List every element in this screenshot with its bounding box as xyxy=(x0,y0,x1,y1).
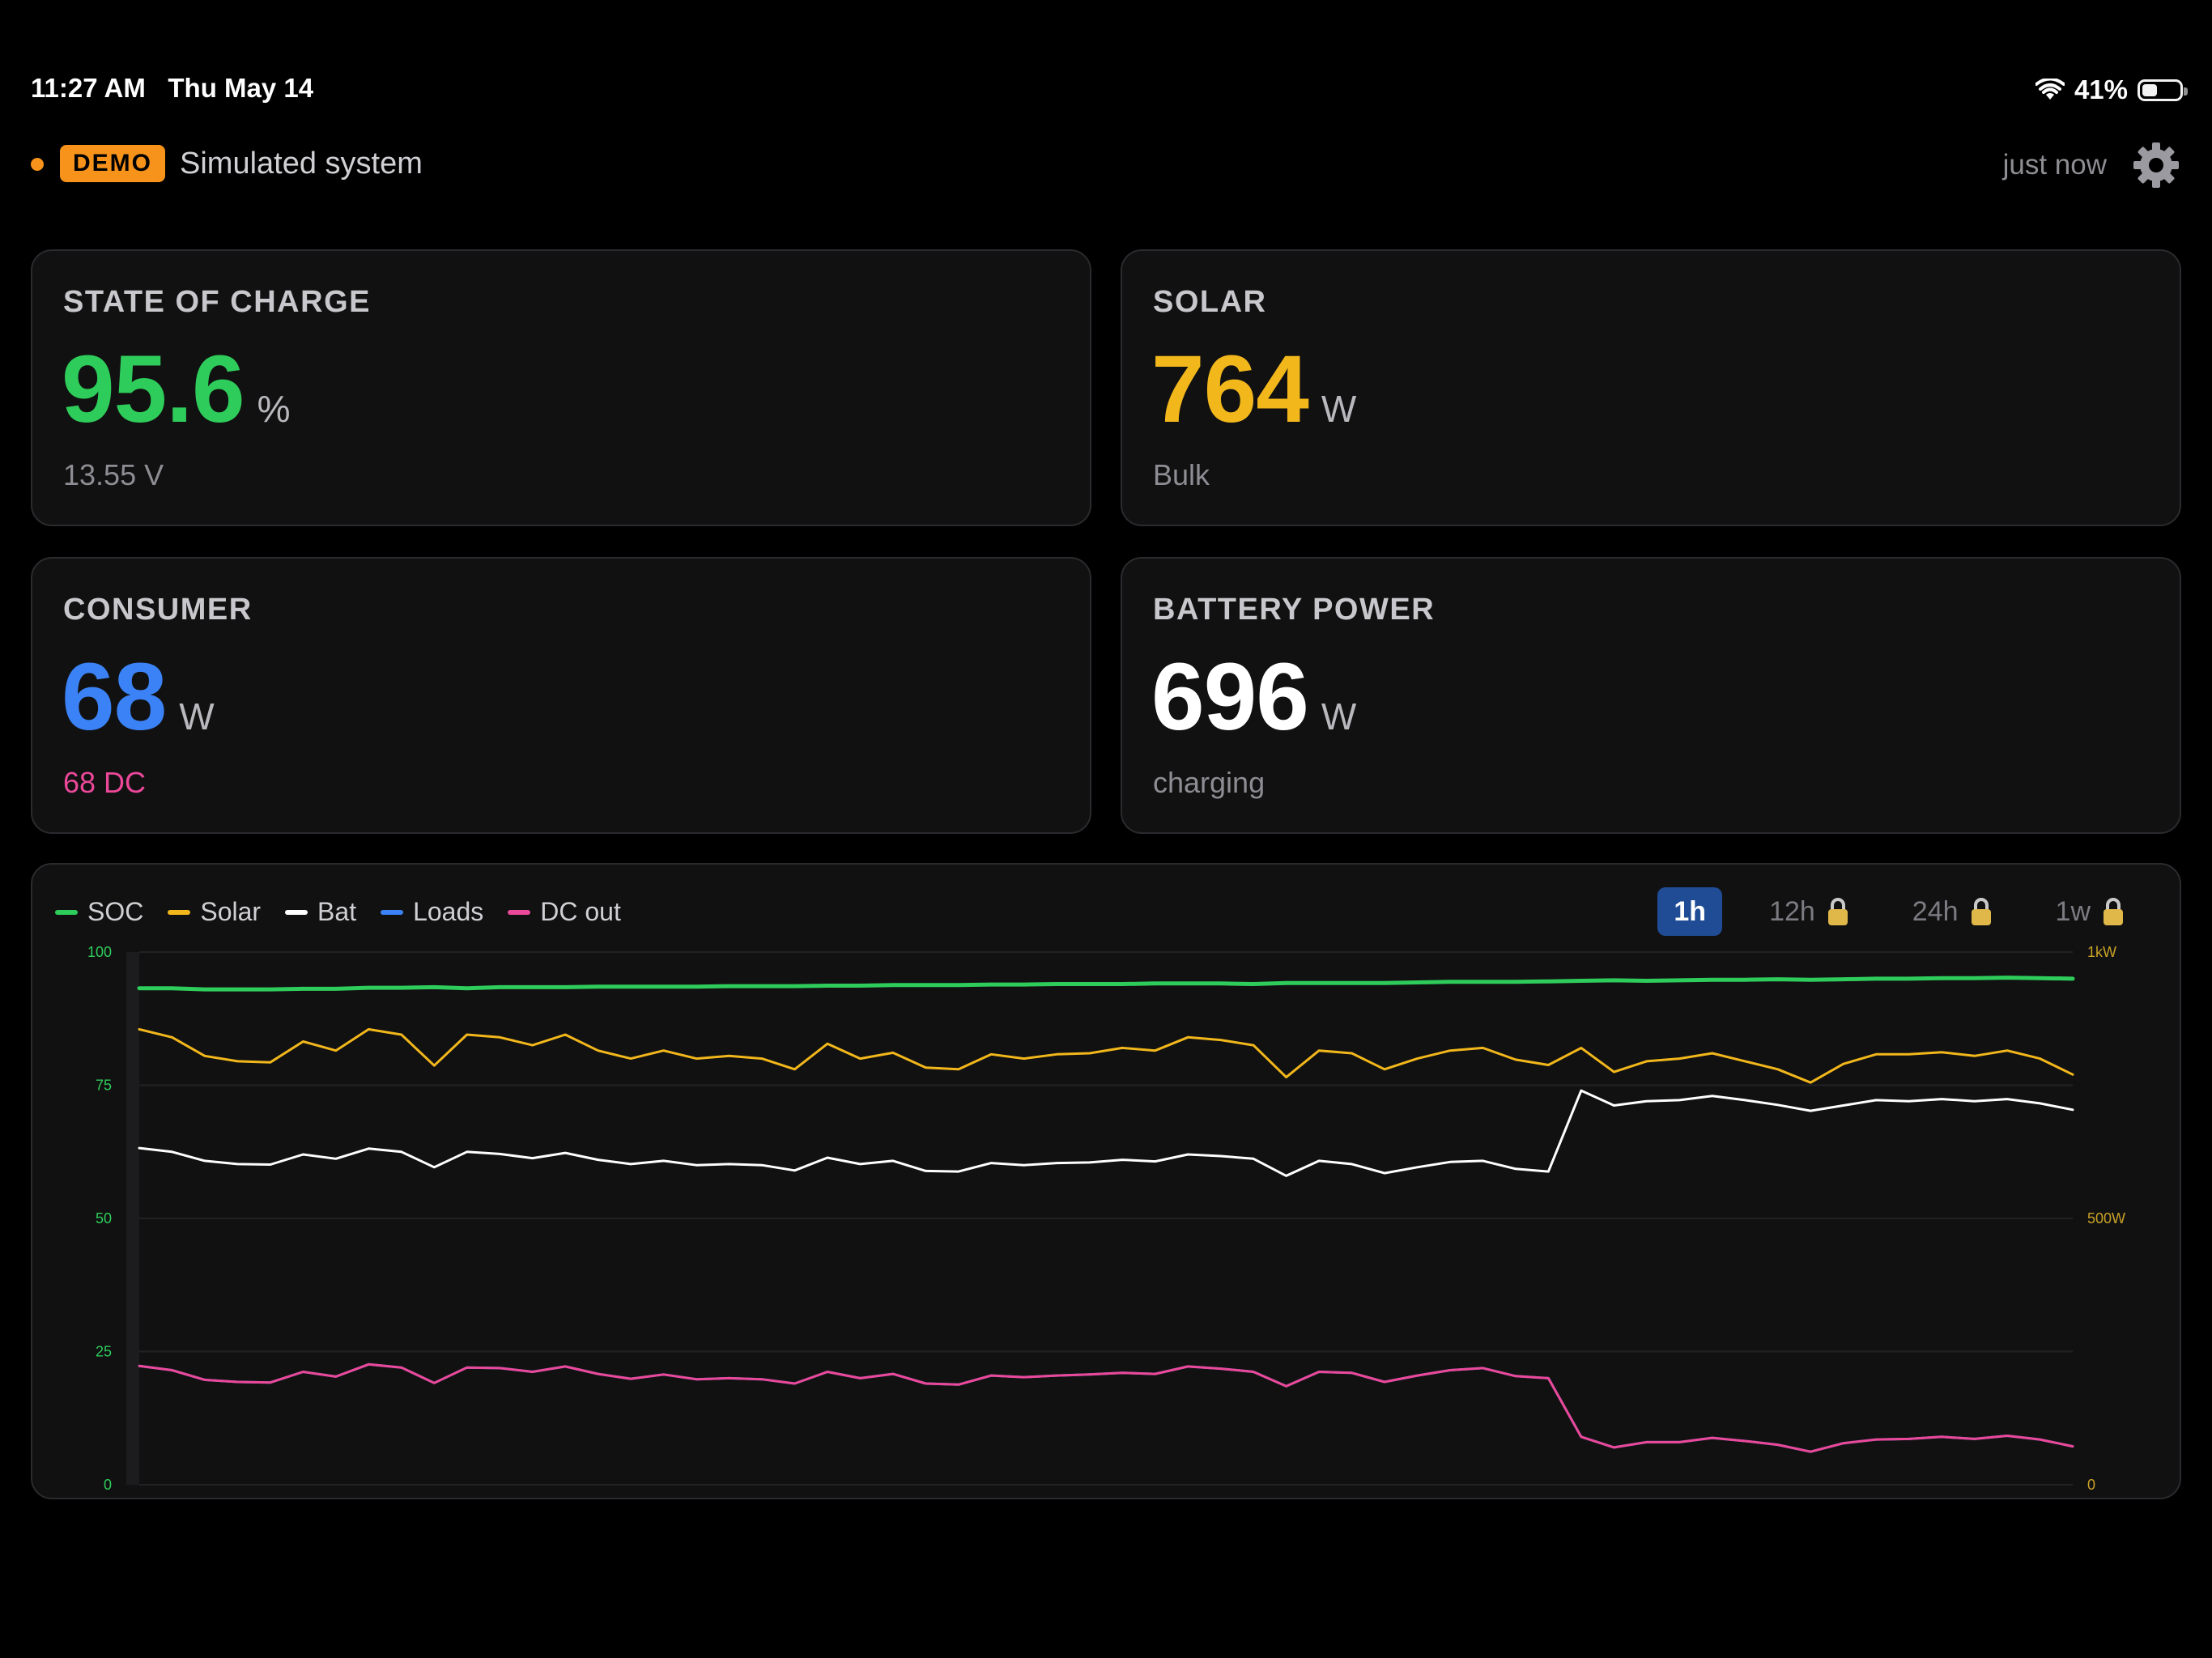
y-right-tick-label: 0 xyxy=(2087,1477,2095,1493)
series-line-loads xyxy=(138,1363,2074,1453)
soc-unit: % xyxy=(257,388,291,430)
legend-swatch xyxy=(55,909,78,915)
battery-icon xyxy=(2138,79,2188,101)
status-date: Thu May 14 xyxy=(168,73,314,103)
battery-power-unit: W xyxy=(1321,695,1357,738)
settings-gear-icon[interactable] xyxy=(2131,140,2181,190)
x-tick-label: 10:30 xyxy=(217,1495,257,1496)
wifi-icon xyxy=(2035,79,2065,100)
status-indicators: 41% xyxy=(2035,71,2188,108)
x-tick-label: 10:45 xyxy=(709,1495,750,1496)
range-label: 12h xyxy=(1769,895,1815,927)
history-chart-card: SOC Solar Bat Loads DC out 1h 12h 24h 1w 0 25 50 7… xyxy=(31,863,2181,1499)
y-left-tick-label: 75 xyxy=(96,1078,112,1094)
legend-swatch xyxy=(508,909,531,915)
lock-icon xyxy=(1827,898,1848,925)
card-state-of-charge: STATE OF CHARGE 95.6 % 13.55 V xyxy=(31,249,1091,526)
demo-badge: DEMO xyxy=(60,145,165,182)
system-name: Simulated system xyxy=(180,147,423,181)
range-button-1w[interactable]: 1w xyxy=(2040,887,2141,936)
series-line-bat xyxy=(138,1089,2074,1177)
battery-fill xyxy=(2142,83,2158,96)
solar-value: 764 xyxy=(1151,336,1309,443)
card-title: BATTERY POWER xyxy=(1153,593,1436,627)
lock-icon xyxy=(2104,898,2123,925)
last-updated: just now xyxy=(2002,149,2107,181)
card-title: SOLAR xyxy=(1153,285,1267,319)
series-line-soc xyxy=(137,976,2075,992)
card-value-row: 68 W xyxy=(62,649,215,745)
legend-item-loads: Loads xyxy=(381,897,483,927)
legend-swatch xyxy=(168,909,191,915)
battery-voltage: 13.55 V xyxy=(63,458,164,491)
lock-icon xyxy=(1971,898,1991,925)
legend-label: Bat xyxy=(317,897,357,926)
legend-swatch xyxy=(285,909,308,915)
legend-item-solar: Solar xyxy=(168,897,261,927)
solar-state: Bulk xyxy=(1153,458,1210,491)
battery-percent: 41% xyxy=(2074,74,2128,104)
legend-label: Loads xyxy=(413,897,484,926)
header: DEMO Simulated system just now xyxy=(0,134,2212,194)
x-tick-label: 11:15 xyxy=(1692,1495,1732,1496)
range-button-12h[interactable]: 12h xyxy=(1753,887,1865,936)
legend-label: SOC xyxy=(87,897,144,926)
soc-value: 95.6 xyxy=(62,336,245,443)
status-bar: 11:27 AM Thu May 14 41% xyxy=(0,0,2212,113)
y-left-tick-label: 50 xyxy=(96,1210,112,1226)
legend-item-bat: Bat xyxy=(285,897,356,927)
legend-label: DC out xyxy=(540,897,621,926)
y-right-tick-label: 500W xyxy=(2087,1210,2125,1226)
legend-item-soc: SOC xyxy=(55,897,143,927)
y-left-tick-label: 100 xyxy=(87,946,112,960)
card-solar: SOLAR 764 W Bulk xyxy=(1121,249,2181,526)
card-value-row: 764 W xyxy=(1151,342,1356,437)
consumer-unit: W xyxy=(179,695,215,738)
card-battery-power: BATTERY POWER 696 W charging xyxy=(1121,557,2181,834)
legend-item-dc-out: DC out xyxy=(508,897,621,927)
consumer-value: 68 xyxy=(62,644,167,750)
range-label: 1h xyxy=(1674,895,1707,927)
y-left-tick-label: 25 xyxy=(96,1344,112,1360)
card-consumer: CONSUMER 68 W 68 DC xyxy=(31,557,1091,834)
range-label: 1w xyxy=(2055,895,2091,927)
y-right-tick-label: 1kW xyxy=(2087,946,2116,960)
card-title: CONSUMER xyxy=(63,593,253,627)
series-line-solar xyxy=(138,1027,2074,1084)
chart-legend: SOC Solar Bat Loads DC out xyxy=(55,897,621,927)
history-chart: 0 25 50 75 100 0 500W 1kW 10:30 10:45 11:00 11:15 xyxy=(87,946,2125,1496)
range-label: 24h xyxy=(1912,895,1959,927)
legend-swatch xyxy=(381,909,404,915)
range-button-1h[interactable]: 1h xyxy=(1657,887,1723,936)
battery-state: charging xyxy=(1153,766,1266,799)
card-value-row: 696 W xyxy=(1151,649,1356,745)
solar-unit: W xyxy=(1321,388,1357,430)
card-title: STATE OF CHARGE xyxy=(63,285,371,319)
series-line-dc-out xyxy=(138,1363,2074,1453)
status-time-date: 11:27 AM Thu May 14 xyxy=(31,73,313,104)
range-button-24h[interactable]: 24h xyxy=(1896,887,2009,936)
battery-power-value: 696 xyxy=(1151,644,1309,750)
battery-nub xyxy=(2184,87,2188,96)
time-range-selector: 1h 12h 24h 1w xyxy=(1657,887,2141,936)
status-dot xyxy=(31,158,44,171)
y-left-tick-label: 0 xyxy=(104,1477,112,1493)
y-axis-bar xyxy=(126,952,139,1485)
x-tick-label: 11:00 xyxy=(1201,1495,1240,1496)
legend-label: Solar xyxy=(200,897,262,926)
status-time: 11:27 AM xyxy=(31,73,146,103)
card-value-row: 95.6 % xyxy=(62,342,291,437)
consumer-dc-load: 68 DC xyxy=(63,766,147,799)
